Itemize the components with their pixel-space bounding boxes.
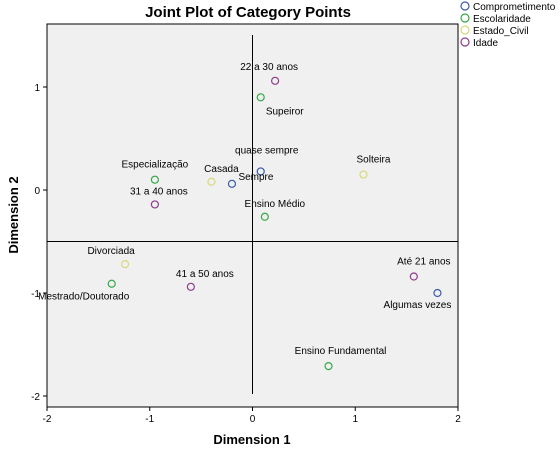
y-tick-label: -1	[31, 289, 40, 300]
x-tick-label: 0	[250, 414, 256, 425]
y-tick-label: -2	[31, 392, 40, 403]
y-tick-label: 0	[34, 186, 40, 197]
point-label: 31 a 40 anos	[130, 186, 188, 197]
point-label: Algumas vezes	[384, 300, 452, 311]
point-marker	[260, 212, 269, 221]
y-axis-title: Dimension 2	[6, 176, 21, 253]
legend-marker	[460, 25, 470, 35]
x-axis-title: Dimension 1	[213, 432, 290, 447]
x-tick-label: -1	[145, 414, 154, 425]
point-label: Sempre	[238, 172, 273, 183]
point-marker	[107, 279, 116, 288]
point-marker	[150, 200, 159, 209]
x-tick-label: -2	[43, 414, 52, 425]
point-label: Ensino Fundamental	[295, 346, 387, 357]
point-label: Supeiror	[266, 106, 304, 117]
reference-lines	[47, 35, 458, 394]
point-marker	[324, 362, 333, 371]
point-label: Divorciada	[87, 246, 135, 257]
legend: ComprometimentoEscolaridadeEstado_CivilI…	[460, 1, 556, 49]
legend-marker	[460, 37, 470, 47]
point-label: 22 a 30 anos	[240, 62, 298, 73]
x-tick-label: 1	[352, 414, 358, 425]
point-label: quase sempre	[235, 145, 299, 156]
point-marker	[150, 175, 159, 184]
data-points: quase sempre Sempre Algumas vezes Supeiror E…	[38, 62, 452, 371]
point-label: Especialização	[122, 160, 189, 171]
point-label: Ensino Médio	[245, 199, 306, 210]
point-label: Até 21 anos	[397, 257, 450, 268]
legend-marker	[460, 1, 470, 11]
point-marker	[256, 167, 265, 176]
legend-entry: Comprometimento	[473, 2, 556, 13]
point-marker	[186, 282, 195, 291]
legend-entry: Estado_Civil	[473, 26, 529, 37]
point-marker	[433, 288, 442, 298]
point-marker	[207, 177, 216, 186]
point-marker	[227, 179, 237, 188]
legend-entry: Idade	[473, 38, 498, 49]
point-marker	[120, 260, 130, 269]
point-marker	[409, 272, 418, 281]
x-tick-label: 2	[455, 414, 461, 425]
point-marker	[359, 170, 368, 179]
point-marker	[271, 76, 280, 85]
point-label: Casada	[204, 164, 239, 175]
point-label: 41 a 50 anos	[176, 269, 234, 280]
chart-title: Joint Plot of Category Points	[145, 4, 351, 21]
point-label: Mestrado/Doutorado	[38, 292, 130, 303]
point-marker	[256, 93, 265, 102]
legend-entry: Escolaridade	[473, 14, 531, 25]
legend-marker	[460, 13, 470, 23]
axis-ticks: -2 -1 0 1 2 1 0 -1 -2	[31, 83, 461, 425]
y-tick-label: 1	[34, 83, 40, 94]
point-label: Solteira	[357, 155, 391, 166]
